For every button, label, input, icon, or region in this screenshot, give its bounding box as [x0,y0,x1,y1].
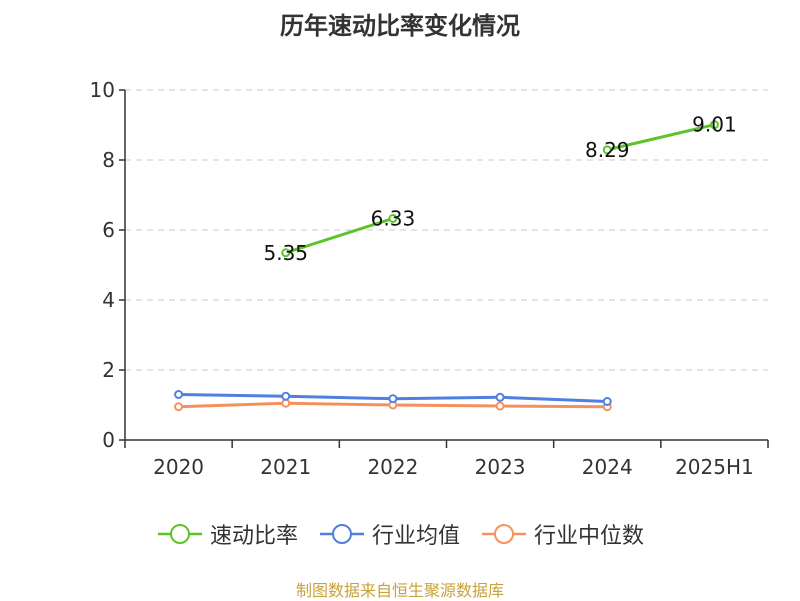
line-chart: 0 2 4 6 8 10 2020 2021 2022 2023 2024 2025H1 5.35 6.3… [90,78,769,479]
x-tick-label-4: 2024 [582,455,633,479]
series-industry-median-segment-3 [498,404,609,409]
series-industry-mean-point-4 [602,397,612,406]
series-quick-ratio-label-1: 5.35 [263,241,308,265]
series-quick-ratio-point-5 [709,120,719,130]
series-industry-median-point-1 [281,398,291,408]
series-industry-mean-segment-0 [177,393,288,398]
y-tick-label-0: 0 [102,428,115,452]
legend: 速动比率 行业均值 行业中位数 [0,518,800,550]
series-quick-ratio-point-4 [602,145,612,155]
x-tick-label-0: 2020 [153,455,204,479]
legend-item-quick-ratio[interactable]: 速动比率 [156,518,298,550]
y-tick-label-1: 2 [102,358,115,382]
legend-label-industry-median: 行业中位数 [534,524,645,549]
series-quick-ratio-point-2 [388,213,398,223]
legend-item-industry-median[interactable]: 行业中位数 [480,518,644,550]
legend-industry-mean-marker [319,524,364,544]
series-quick-ratio-label-2: 6.33 [371,206,416,230]
series-quick-ratio-label-5: 9.01 [692,113,737,137]
series-industry-mean-point-2 [388,394,398,404]
legend-label-quick-ratio: 速动比率 [209,524,298,549]
series-industry-mean-point-1 [281,391,291,401]
series-industry-median-segment-0 [177,401,288,409]
legend-label-industry-mean: 行业均值 [371,524,460,549]
x-tick-label-2: 2022 [367,455,418,479]
series-industry-mean-point-3 [495,392,505,402]
source-note: 制图数据来自恒生聚源数据库 [295,581,504,600]
chart-title: 历年速动比率变化情况 [280,12,520,40]
x-tick-label-5: 2025H1 [675,455,754,479]
series-industry-mean-segment-2 [391,395,502,401]
y-tick-label-5: 10 [90,78,115,102]
series-industry-mean-segment-3 [498,395,609,403]
series-quick-ratio-label-4: 8.29 [585,138,630,162]
y-tick-label-2: 4 [102,288,115,312]
y-tick-label-3: 6 [102,218,115,242]
series-industry-median-point-3 [495,401,505,411]
series-industry-median-segment-2 [391,403,502,408]
series-industry-mean-point-0 [174,390,184,399]
series-quick-ratio-segment-1 [284,216,395,255]
series-quick-ratio-segment-4 [605,123,716,152]
x-tick-label-3: 2023 [475,455,526,479]
x-tick-label-1: 2021 [260,455,311,479]
legend-quick-ratio-marker [157,524,202,544]
series-industry-median-segment-1 [284,401,395,407]
series-industry-mean-segment-1 [284,394,395,401]
series-quick-ratio-point-1 [281,248,291,258]
series-industry-median-point-0 [174,402,184,412]
legend-industry-median-marker [482,524,526,544]
legend-item-industry-mean[interactable]: 行业均值 [318,518,460,550]
y-tick-label-4: 8 [102,148,115,172]
